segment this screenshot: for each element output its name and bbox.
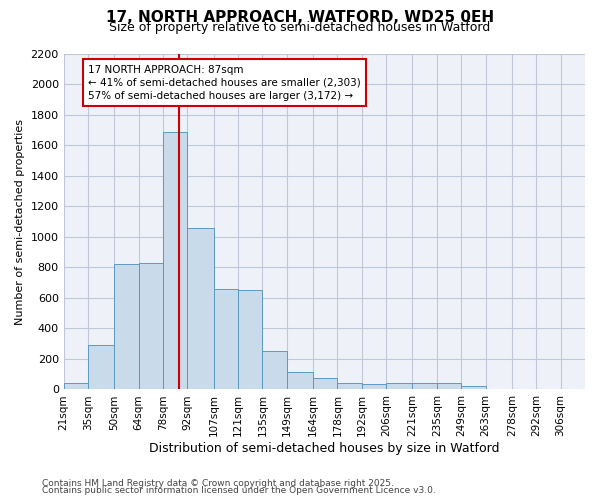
Bar: [512, 388, 536, 390]
Text: 17, NORTH APPROACH, WATFORD, WD25 0EH: 17, NORTH APPROACH, WATFORD, WD25 0EH: [106, 10, 494, 25]
Bar: [88, 345, 114, 390]
Bar: [412, 384, 437, 390]
Text: Size of property relative to semi-detached houses in Watford: Size of property relative to semi-detach…: [109, 22, 491, 35]
Bar: [560, 388, 585, 390]
Bar: [64, 384, 88, 390]
Bar: [163, 132, 187, 390]
Bar: [362, 384, 386, 390]
Bar: [313, 378, 337, 390]
Bar: [461, 386, 485, 390]
Bar: [337, 384, 362, 390]
Text: Contains HM Land Registry data © Crown copyright and database right 2025.: Contains HM Land Registry data © Crown c…: [42, 478, 394, 488]
X-axis label: Distribution of semi-detached houses by size in Watford: Distribution of semi-detached houses by …: [149, 442, 500, 455]
Text: 17 NORTH APPROACH: 87sqm
← 41% of semi-detached houses are smaller (2,303)
57% o: 17 NORTH APPROACH: 87sqm ← 41% of semi-d…: [88, 64, 361, 101]
Bar: [262, 350, 287, 390]
Bar: [187, 228, 214, 390]
Bar: [139, 263, 163, 390]
Bar: [536, 388, 560, 390]
Bar: [214, 289, 238, 390]
Bar: [437, 384, 461, 390]
Text: Contains public sector information licensed under the Open Government Licence v3: Contains public sector information licen…: [42, 486, 436, 495]
Bar: [386, 384, 412, 390]
Bar: [287, 372, 313, 390]
Bar: [238, 290, 262, 390]
Bar: [114, 264, 139, 390]
Bar: [485, 388, 512, 390]
Y-axis label: Number of semi-detached properties: Number of semi-detached properties: [15, 118, 25, 324]
